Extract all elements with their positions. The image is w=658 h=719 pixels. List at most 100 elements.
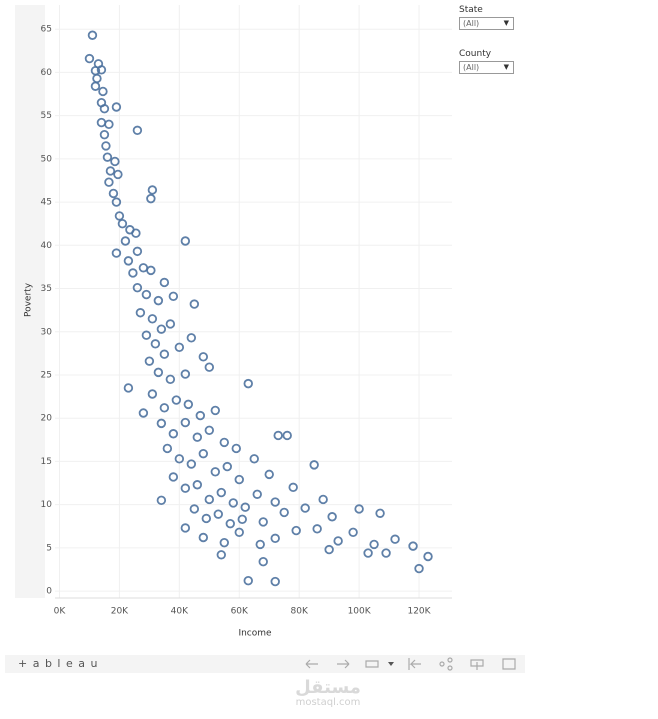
filter-value: (All) [463,19,480,28]
point [324,544,334,555]
point [180,523,191,533]
x-tick-label: 100K [348,607,372,617]
dropdown-arrow[interactable]: ▼ [503,63,509,71]
point [110,156,120,167]
point [111,248,122,258]
point [231,443,241,454]
share-dot [447,657,453,663]
point [333,536,343,546]
y-axis-band [15,5,45,598]
point [165,319,176,329]
point [162,443,173,454]
point [159,277,170,288]
point [105,166,116,176]
point [423,551,433,562]
y-tick-label: 5 [46,543,52,553]
point [99,104,110,114]
y-tick-label: 65 [41,25,52,35]
point [225,518,235,529]
point [156,495,167,506]
point [138,263,149,273]
point [123,256,134,266]
point [252,489,262,499]
y-axis-title: Poverty [24,282,34,317]
share[interactable] [439,661,445,667]
y-tick-label: 40 [41,241,53,251]
point [204,494,215,505]
watermark-arabic: مستقل [295,677,361,698]
point [318,494,328,505]
point [147,314,158,324]
point [219,537,229,548]
point [369,539,379,550]
point [375,508,385,518]
point [255,539,265,550]
fullscreen[interactable] [502,658,516,670]
point [180,417,191,428]
undo[interactable] [305,659,318,669]
filter-dropdown[interactable]: (All) ▼ [459,61,514,74]
point [174,342,185,353]
tableau-logo[interactable]: + a b l e a u [18,657,98,670]
point [138,408,149,418]
point [101,141,111,151]
x-tick-label: 20K [111,607,129,617]
y-tick-label: 45 [41,198,52,208]
point [312,524,322,534]
point [159,349,170,359]
pause[interactable] [408,658,421,670]
dropdown-caret[interactable] [388,662,394,666]
point [192,432,203,442]
x-axis-title: Income [238,629,272,639]
filter-dropdown[interactable]: (All) ▼ [459,17,514,30]
point [348,527,358,538]
y-tick-label: 0 [46,587,52,597]
share-dot [447,665,453,671]
x-tick-label: 120K [407,607,431,617]
revert[interactable] [365,660,379,668]
point [96,117,107,128]
point [198,532,209,543]
point [363,548,373,558]
toolbar-icons[interactable] [305,657,516,671]
redo[interactable] [337,659,350,669]
point [171,395,182,405]
point [195,410,206,421]
point [123,383,134,393]
point [102,152,113,162]
point [153,367,164,378]
dropdown-arrow[interactable]: ▼ [503,19,509,27]
point [111,197,122,207]
point [273,430,283,441]
point [186,459,197,469]
point [183,399,194,410]
point [111,102,122,112]
point [189,299,200,309]
point [141,289,152,300]
point [180,369,191,379]
y-tick-label: 15 [41,457,52,467]
point [180,236,191,246]
download[interactable] [470,659,484,670]
y-tick-label: 10 [41,500,53,510]
point [132,282,143,293]
x-tick-label: 0K [54,607,67,617]
y-tick-label: 20 [41,414,53,424]
point [117,219,128,229]
point [189,504,200,514]
point [113,169,123,180]
filter-value: (All) [463,63,480,72]
point [128,268,138,278]
y-tick-label: 30 [41,327,53,337]
point [222,461,232,472]
point [99,129,110,140]
point [141,330,152,340]
point [237,514,247,525]
point [414,563,424,574]
watermark-url: mostaql.com [296,697,361,708]
point [147,389,158,399]
point [243,378,253,389]
point [135,308,146,318]
point [153,295,164,306]
point [156,324,167,334]
